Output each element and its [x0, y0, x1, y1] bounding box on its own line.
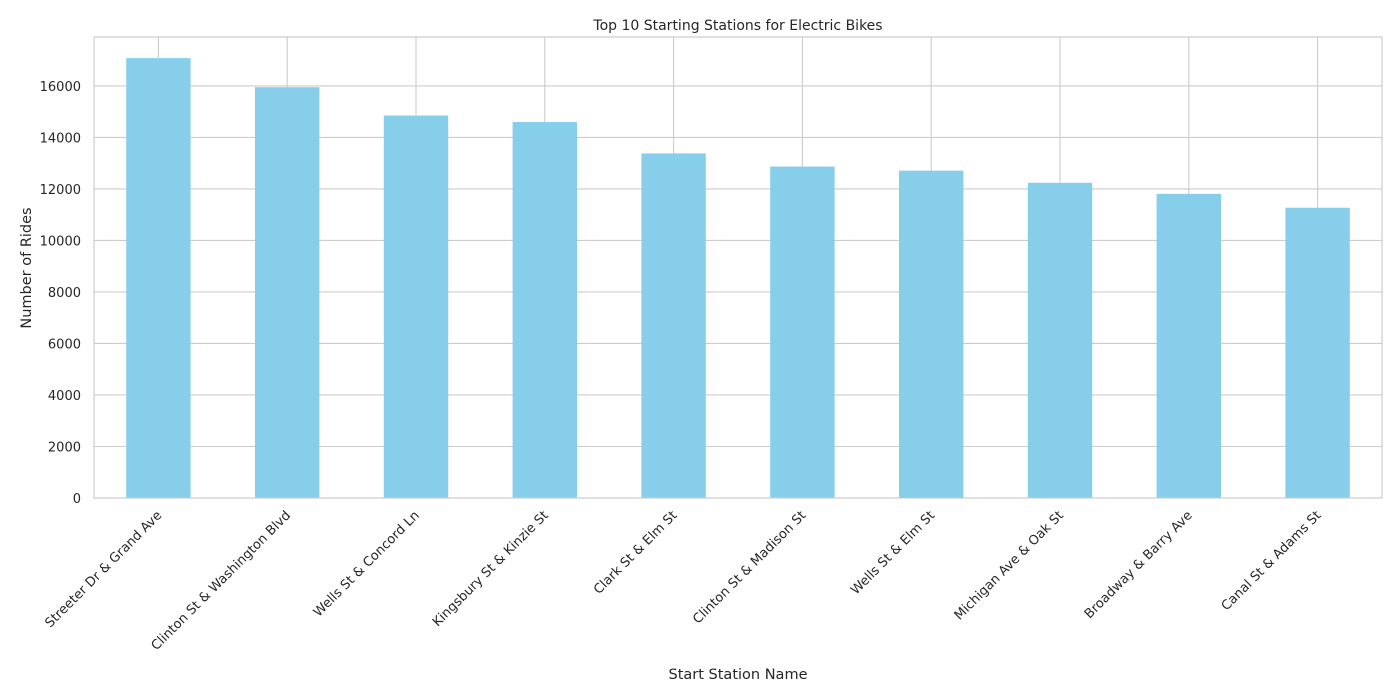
x-tick-label: Kingsbury St & Kinzie St [430, 508, 552, 630]
x-tick-label: Broadway & Barry Ave [1082, 508, 1196, 622]
y-tick-label: 2000 [48, 440, 81, 455]
bar [641, 153, 706, 498]
y-tick-label: 8000 [48, 286, 81, 301]
chart-title: Top 10 Starting Stations for Electric Bi… [592, 18, 882, 34]
x-tick-label: Clark St & Elm St [591, 508, 680, 597]
labels-layer: Top 10 Starting Stations for Electric Bi… [19, 18, 883, 683]
x-tick-label: Streeter Dr & Grand Ave [42, 508, 165, 631]
bar [1027, 182, 1093, 498]
x-tick-label: Michigan Ave & Oak St [952, 508, 1067, 623]
bars-layer [126, 58, 1350, 498]
plot-frame [93, 36, 1383, 499]
y-tick-label: 10000 [40, 234, 81, 249]
bar [1156, 193, 1221, 498]
x-tick-label: Wells St & Elm St [848, 508, 938, 598]
bar [770, 166, 835, 498]
x-tick-label: Wells St & Concord Ln [311, 508, 423, 620]
y-tick-label: 12000 [40, 183, 81, 198]
y-tick-label: 6000 [48, 337, 81, 352]
x-tick-label: Clinton St & Madison St [690, 508, 809, 627]
bar [255, 87, 320, 498]
x-tick-label: Clinton St & Washington Blvd [149, 508, 294, 653]
y-tick-label: 0 [73, 492, 81, 507]
y-tick-label: 16000 [40, 80, 81, 95]
bar [126, 58, 191, 498]
y-axis-label: Number of Rides [19, 207, 35, 328]
bar [1285, 207, 1350, 498]
bar [512, 121, 577, 498]
y-tick-label: 4000 [48, 389, 81, 404]
x-tick-label: Canal St & Adams St [1219, 508, 1325, 614]
x-axis-label: Start Station Name [669, 667, 808, 683]
y-tick-label: 14000 [40, 131, 81, 146]
bar [383, 115, 449, 498]
bar [899, 170, 964, 498]
